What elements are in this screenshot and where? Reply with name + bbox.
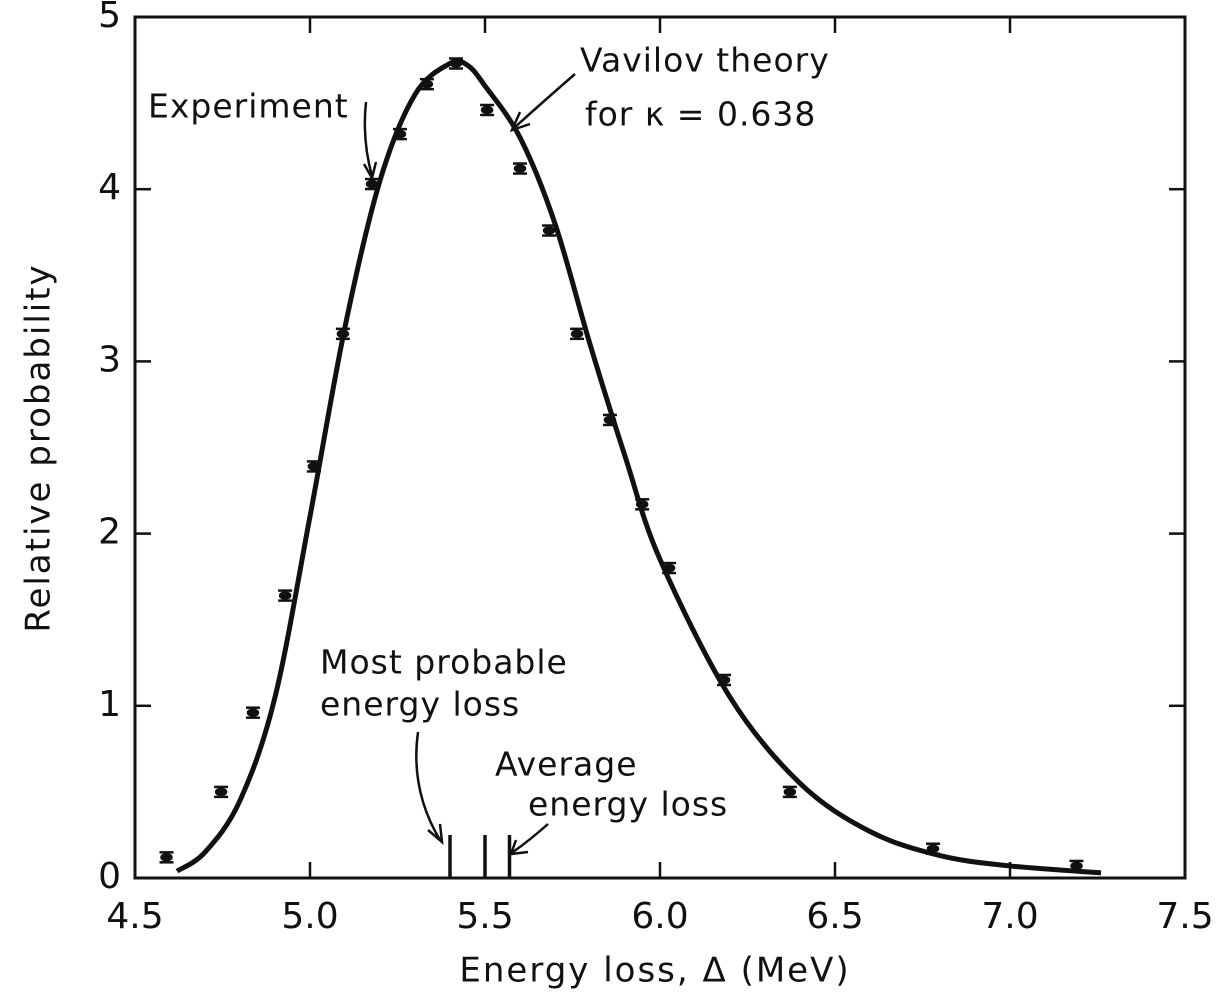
- data-point: [782, 785, 797, 799]
- data-point: [662, 561, 677, 575]
- arrow-head: [509, 111, 531, 133]
- point-dot: [635, 500, 649, 509]
- data-point: [278, 589, 293, 602]
- point-dot: [513, 164, 527, 173]
- x-tick-label: 7.0: [981, 896, 1038, 937]
- point-dot: [480, 105, 494, 115]
- point-dot: [336, 329, 350, 339]
- point-dot: [570, 329, 584, 339]
- x-tick-label: 6.5: [806, 896, 863, 937]
- data-point: [635, 498, 650, 511]
- data-point: [542, 224, 557, 237]
- point-dot: [246, 708, 260, 717]
- point-dot: [307, 462, 321, 471]
- point-dot: [420, 79, 434, 89]
- data-point: [335, 327, 350, 341]
- point-dot: [160, 853, 173, 862]
- point-dot: [717, 675, 731, 685]
- data-point: [717, 673, 732, 687]
- data-point: [364, 177, 379, 191]
- theory-curve: [175, 58, 1102, 876]
- data-point: [1069, 859, 1084, 873]
- y-tick-label: 2: [98, 512, 121, 553]
- data-point: [570, 327, 585, 341]
- annotation: Experiment: [148, 87, 349, 126]
- data-point: [419, 77, 434, 91]
- data-point: [159, 851, 174, 864]
- plot-frame: [133, 15, 1187, 880]
- x-tick-label: 5.0: [281, 896, 338, 937]
- data-point: [926, 842, 940, 855]
- point-dot: [278, 591, 292, 600]
- arrow: [415, 731, 442, 841]
- y-tick-label: 5: [98, 0, 121, 36]
- point-dot: [214, 787, 228, 797]
- arrow-head: [427, 823, 444, 846]
- y-axis-label: Relative probability: [19, 263, 59, 632]
- point-dot: [662, 563, 676, 573]
- x-tick-label: 4.5: [106, 896, 163, 937]
- point-dot: [783, 787, 797, 797]
- arrows: [362, 73, 576, 856]
- x-tick-label: 6.0: [631, 896, 688, 937]
- annotation: Average: [495, 745, 638, 784]
- data-point: [392, 127, 407, 141]
- annotation: energy loss: [320, 685, 520, 724]
- x-tick-label: 5.5: [456, 896, 513, 937]
- point-dot: [393, 129, 407, 139]
- y-tick-label: 3: [98, 339, 121, 380]
- arrow: [363, 101, 374, 177]
- data-point: [306, 460, 321, 473]
- x-axis-label: Energy loss, Δ (MeV): [459, 951, 850, 991]
- x-tick-label: 7.5: [1156, 896, 1213, 937]
- point-dot: [1070, 861, 1083, 871]
- data-point: [480, 103, 495, 117]
- annotation: Most probable: [320, 643, 568, 682]
- data-point: [214, 785, 229, 799]
- arrow: [512, 823, 549, 854]
- point-dot: [449, 59, 463, 68]
- annotation: for κ = 0.638: [585, 95, 816, 134]
- data-point: [245, 706, 260, 719]
- data-point: [448, 57, 463, 70]
- data-point: [513, 162, 527, 175]
- point-dot: [603, 415, 617, 425]
- point-dot: [926, 844, 940, 853]
- point-dot: [542, 226, 556, 235]
- y-tick-label: 1: [98, 684, 121, 725]
- data-point: [602, 413, 617, 427]
- annotation: energy loss: [528, 785, 728, 824]
- annotation: Vavilov theory: [580, 41, 830, 80]
- y-tick-label: 4: [98, 167, 121, 208]
- y-tick-label: 0: [98, 856, 121, 897]
- arrow: [513, 73, 576, 129]
- point-dot: [365, 179, 379, 189]
